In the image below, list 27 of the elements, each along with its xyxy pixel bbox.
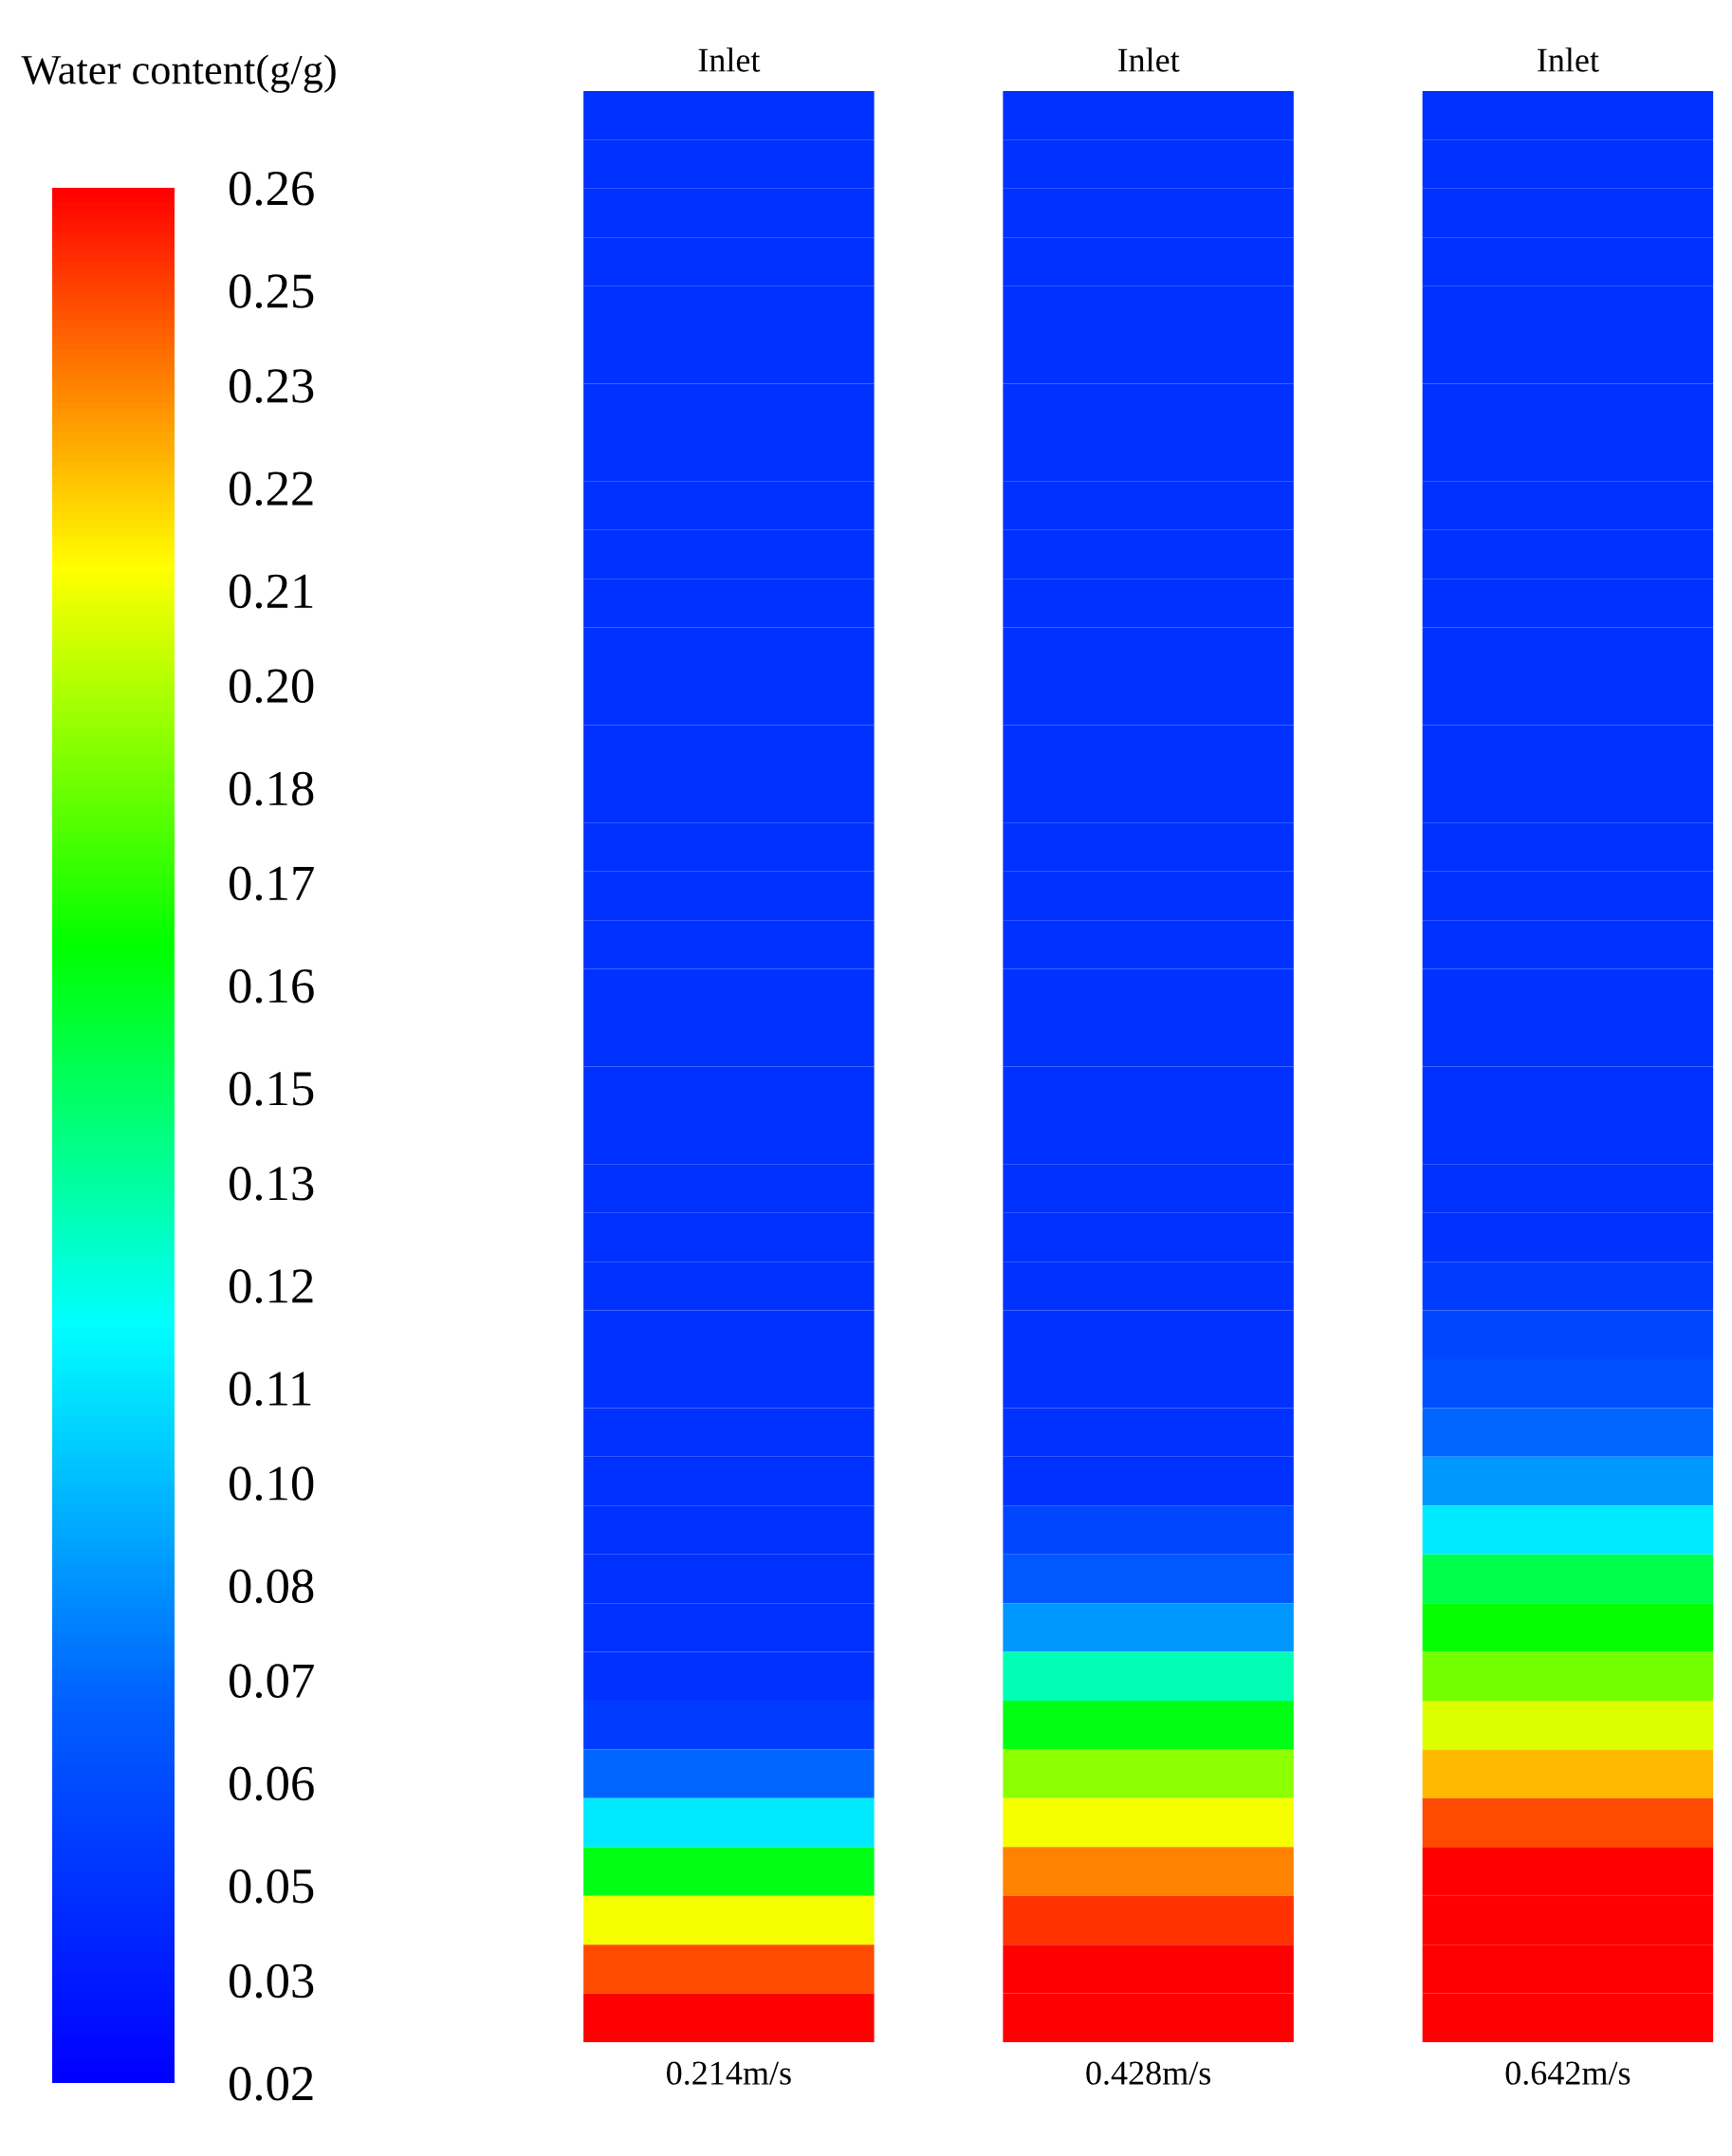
color-bar-label: 0.22 <box>229 471 313 507</box>
color-bar-label: 0.18 <box>229 771 314 806</box>
color-bar-label: 0.17 <box>229 866 314 901</box>
color-bar-label: 0.11 <box>229 1372 311 1407</box>
x-tick-label: 0.428m/s <box>1086 2061 1211 2085</box>
text: Inlet <box>698 47 761 72</box>
color-bar-label: 0.20 <box>229 669 314 704</box>
color-bar-label: 0.26 <box>229 171 314 206</box>
color-bar-label: 0.02 <box>229 2066 313 2101</box>
color-bar-label: 0.16 <box>229 968 314 1004</box>
color-bar-label: 0.12 <box>229 1269 313 1303</box>
x-tick-label: 0.642m/s <box>1505 2061 1631 2085</box>
color-bar-label: 0.25 <box>229 274 314 309</box>
color-bar-label: 0.05 <box>229 1869 314 1904</box>
color-bar-label: 0.13 <box>229 1166 314 1201</box>
color-bar-label: 0.21 <box>229 574 313 609</box>
text: Inlet <box>1117 47 1180 72</box>
color-bar-label: 0.15 <box>229 1072 314 1106</box>
color-bar-label: 0.06 <box>229 1766 314 1801</box>
color-bar-title: Water content(g/g) <box>21 54 336 93</box>
color-bar-label: 0.08 <box>229 1569 314 1604</box>
text: Inlet <box>1538 47 1599 72</box>
color-bar-label: 0.07 <box>229 1664 314 1699</box>
color-bar-label: 0.23 <box>229 369 314 403</box>
x-tick-label: 0.214m/s <box>667 2061 791 2085</box>
color-bar-label: 0.03 <box>229 1963 314 1999</box>
color-bar-label: 0.10 <box>229 1466 314 1502</box>
